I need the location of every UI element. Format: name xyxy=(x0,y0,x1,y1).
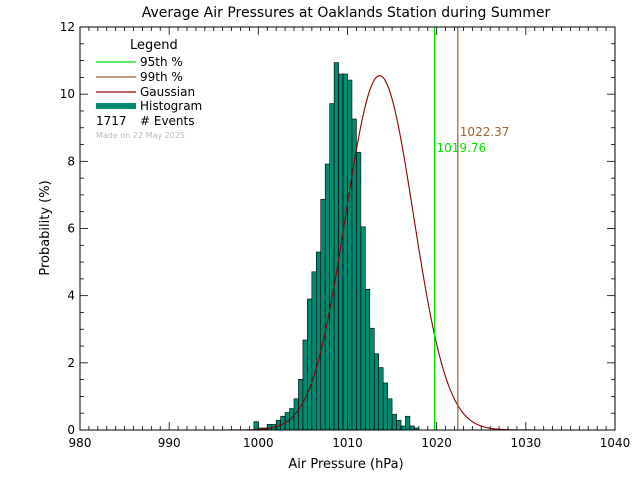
chart-title: Average Air Pressures at Oaklands Statio… xyxy=(142,5,551,21)
histogram-bar-19 xyxy=(338,73,344,431)
histogram-bar-23 xyxy=(356,151,362,431)
legend-label-95th: 95th % xyxy=(140,55,183,69)
y-tick-label: 12 xyxy=(60,20,75,34)
legend-events-label: # Events xyxy=(140,114,195,128)
y-axis: 0 2 4 6 8 10 12 xyxy=(60,20,615,437)
histogram-bar-11 xyxy=(302,339,308,431)
histogram-bar-14 xyxy=(315,251,322,431)
histogram-bar-15 xyxy=(320,198,326,431)
percentile-lines: 1019.76 1022.37 xyxy=(433,27,510,430)
histogram-bar-28 xyxy=(378,367,384,431)
histogram-bar-21 xyxy=(347,79,353,431)
histogram-bar-16 xyxy=(324,163,330,431)
histogram-bar-18 xyxy=(333,62,339,431)
legend-date-note: Made on 22 May 2025 xyxy=(96,131,185,140)
histogram-bar-24 xyxy=(360,226,366,431)
x-axis: 980 990 1000 1010 1020 1030 1040 xyxy=(69,27,631,450)
y-tick-label: 6 xyxy=(67,222,75,236)
y-tick-label: 4 xyxy=(67,289,75,303)
x-tick-label: 1040 xyxy=(600,436,631,450)
y-tick-label: 2 xyxy=(67,356,75,370)
histogram-bar-29 xyxy=(382,382,388,431)
y-tick-label: 0 xyxy=(67,423,75,437)
histogram-bar-13 xyxy=(311,271,317,431)
legend: Legend 95th % 99th % Gaussian Histogram … xyxy=(96,38,202,140)
histogram-bar-35 xyxy=(409,425,415,431)
legend-events-count: 1717 xyxy=(96,114,127,128)
histogram-bar-17 xyxy=(329,103,335,431)
legend-title: Legend xyxy=(130,38,178,53)
y-tick-label: 10 xyxy=(60,87,75,101)
x-tick-label: 1000 xyxy=(243,436,274,450)
x-axis-label: Air Pressure (hPa) xyxy=(288,457,403,472)
x-tick-label: 980 xyxy=(69,436,92,450)
histogram-bar-34 xyxy=(405,415,411,431)
histogram-bar-0 xyxy=(253,421,259,431)
legend-label-99th: 99th % xyxy=(140,70,183,84)
histogram-bar-27 xyxy=(373,353,380,431)
percentile-label-0: 1019.76 xyxy=(437,141,487,155)
y-tick-label: 8 xyxy=(67,154,75,168)
histogram-bar-25 xyxy=(365,288,371,431)
histogram-bar-30 xyxy=(387,398,393,431)
histogram-bar-33 xyxy=(400,425,406,431)
histogram-bars xyxy=(253,62,420,431)
x-tick-label: 1030 xyxy=(511,436,542,450)
percentile-label-1: 1022.37 xyxy=(460,125,510,139)
histogram-bar-3 xyxy=(266,423,273,431)
legend-label-gaussian: Gaussian xyxy=(140,85,195,99)
histogram-bar-26 xyxy=(369,327,375,431)
y-axis-label: Probability (%) xyxy=(38,180,53,275)
legend-label-histogram: Histogram xyxy=(140,99,202,113)
histogram-bar-20 xyxy=(342,73,348,431)
x-tick-label: 990 xyxy=(158,436,181,450)
x-tick-label: 1010 xyxy=(332,436,363,450)
histogram-bar-31 xyxy=(391,413,397,431)
histogram-bar-32 xyxy=(396,419,402,431)
histogram-bar-12 xyxy=(307,298,313,431)
x-tick-label: 1020 xyxy=(421,436,452,450)
